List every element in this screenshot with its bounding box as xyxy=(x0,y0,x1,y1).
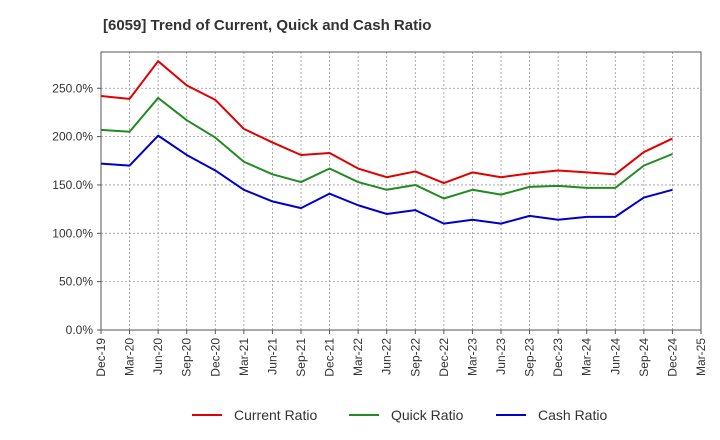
x-tick-label: Sep-21 xyxy=(294,338,308,377)
series-line-quick-ratio xyxy=(100,96,673,200)
x-tick-label: Mar-22 xyxy=(351,338,365,376)
x-tick-label: Dec-23 xyxy=(551,338,565,377)
x-tick-label: Jun-24 xyxy=(608,338,622,375)
legend: Current Ratio Quick Ratio Cash Ratio xyxy=(192,407,607,423)
y-tick-label: 150.0% xyxy=(52,178,93,192)
series-lines xyxy=(100,60,673,225)
y-tick-label: 0.0% xyxy=(66,323,94,337)
y-tick-label: 50.0% xyxy=(59,275,93,289)
x-tick-label: Dec-22 xyxy=(437,338,451,377)
x-tick-label: Dec-21 xyxy=(323,338,337,377)
legend-label-quick-ratio: Quick Ratio xyxy=(391,407,464,423)
x-tick-label: Mar-20 xyxy=(123,338,137,376)
x-tick-label: Jun-23 xyxy=(494,338,508,375)
x-tick-label: Mar-23 xyxy=(465,338,479,376)
x-tick-label: Sep-23 xyxy=(523,338,537,377)
x-tick-label: Sep-22 xyxy=(408,338,422,377)
x-tick-label: Dec-20 xyxy=(208,338,222,377)
x-axis: Dec-19 Mar-20 Jun-20 Sep-20 Dec-20 Mar-21 Jun-… xyxy=(94,330,708,377)
y-tick-label: 250.0% xyxy=(52,81,93,95)
chart-title: [6059] Trend of Current, Quick and Cash … xyxy=(103,17,431,34)
x-tick-label: Dec-24 xyxy=(665,338,679,377)
x-tick-label: Mar-21 xyxy=(237,338,251,376)
series-line-current-ratio xyxy=(100,60,673,185)
legend-label-cash-ratio: Cash Ratio xyxy=(538,407,607,423)
x-tick-label: Jun-20 xyxy=(151,338,165,375)
x-tick-label: Jun-21 xyxy=(265,338,279,375)
y-tick-label: 200.0% xyxy=(52,130,93,144)
grid xyxy=(100,52,702,331)
y-axis: 0.0% 50.0% 100.0% 150.0% 200.0% 250.0% xyxy=(52,81,101,337)
legend-label-current-ratio: Current Ratio xyxy=(234,407,317,423)
x-tick-label: Mar-24 xyxy=(580,338,594,376)
series-line-cash-ratio xyxy=(100,134,673,225)
x-tick-label: Jun-22 xyxy=(380,338,394,375)
plot-area xyxy=(100,51,702,331)
x-tick-label: Mar-25 xyxy=(694,338,708,376)
x-tick-label: Sep-24 xyxy=(637,338,651,377)
x-tick-label: Sep-20 xyxy=(180,338,194,377)
x-tick-label: Dec-19 xyxy=(94,338,108,377)
y-tick-label: 100.0% xyxy=(52,226,93,240)
